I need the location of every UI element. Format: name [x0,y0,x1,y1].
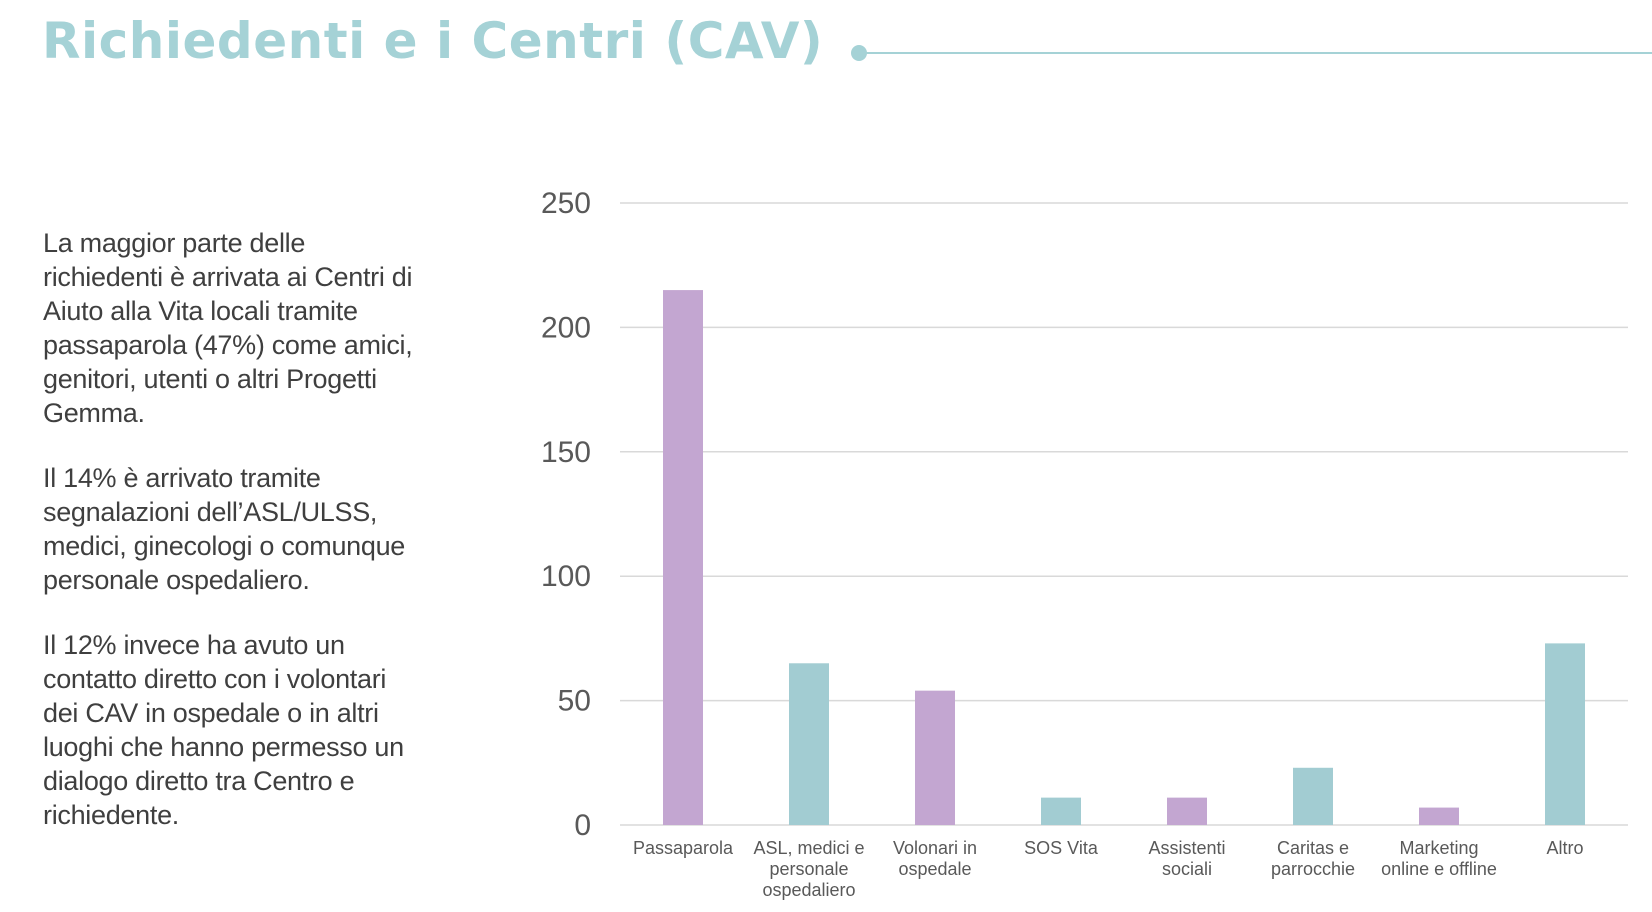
title-decoration-line [860,52,1652,54]
y-tick-label-0: 0 [574,809,591,842]
y-tick-label-50: 50 [558,685,591,718]
x-tick-label-4: Assistenti sociali [1148,838,1225,879]
paragraph-asl: Il 14% è arrivato tramite segnalazioni d… [43,463,406,595]
paragraph-passaparola: La maggior parte delle richiedenti è arr… [43,228,413,428]
bar-0 [663,290,703,826]
x-tick-label-1: ASL, medici e personale ospedaliero [753,838,864,900]
title-decoration-dot [851,45,867,61]
x-tick-label-6: Marketing online e offline [1381,838,1497,879]
bar-6 [1419,807,1459,825]
y-tick-label-150: 150 [541,436,591,469]
x-tick-label-0: Passaparola [633,838,734,858]
x-tick-label-5: Caritas e parrocchie [1271,838,1355,879]
paragraph-volontari: Il 12% invece ha avuto un contatto diret… [43,630,404,830]
y-tick-label-250: 250 [541,187,591,220]
bar-1 [789,663,829,825]
y-tick-label-200: 200 [541,311,591,344]
y-tick-label-100: 100 [541,560,591,593]
x-tick-label-2: Volonari in ospedale [893,838,977,879]
description-text: La maggior parte delle richiedenti è arr… [43,226,423,863]
bar-3 [1041,797,1081,825]
page-title: Richiedenti e i Centri (CAV) [42,12,824,70]
bar-5 [1293,767,1333,825]
bar-7 [1545,643,1585,825]
bar-4 [1167,797,1207,825]
x-tick-label-3: SOS Vita [1024,838,1099,858]
x-tick-label-7: Altro [1546,838,1583,858]
bar-2 [915,690,955,825]
